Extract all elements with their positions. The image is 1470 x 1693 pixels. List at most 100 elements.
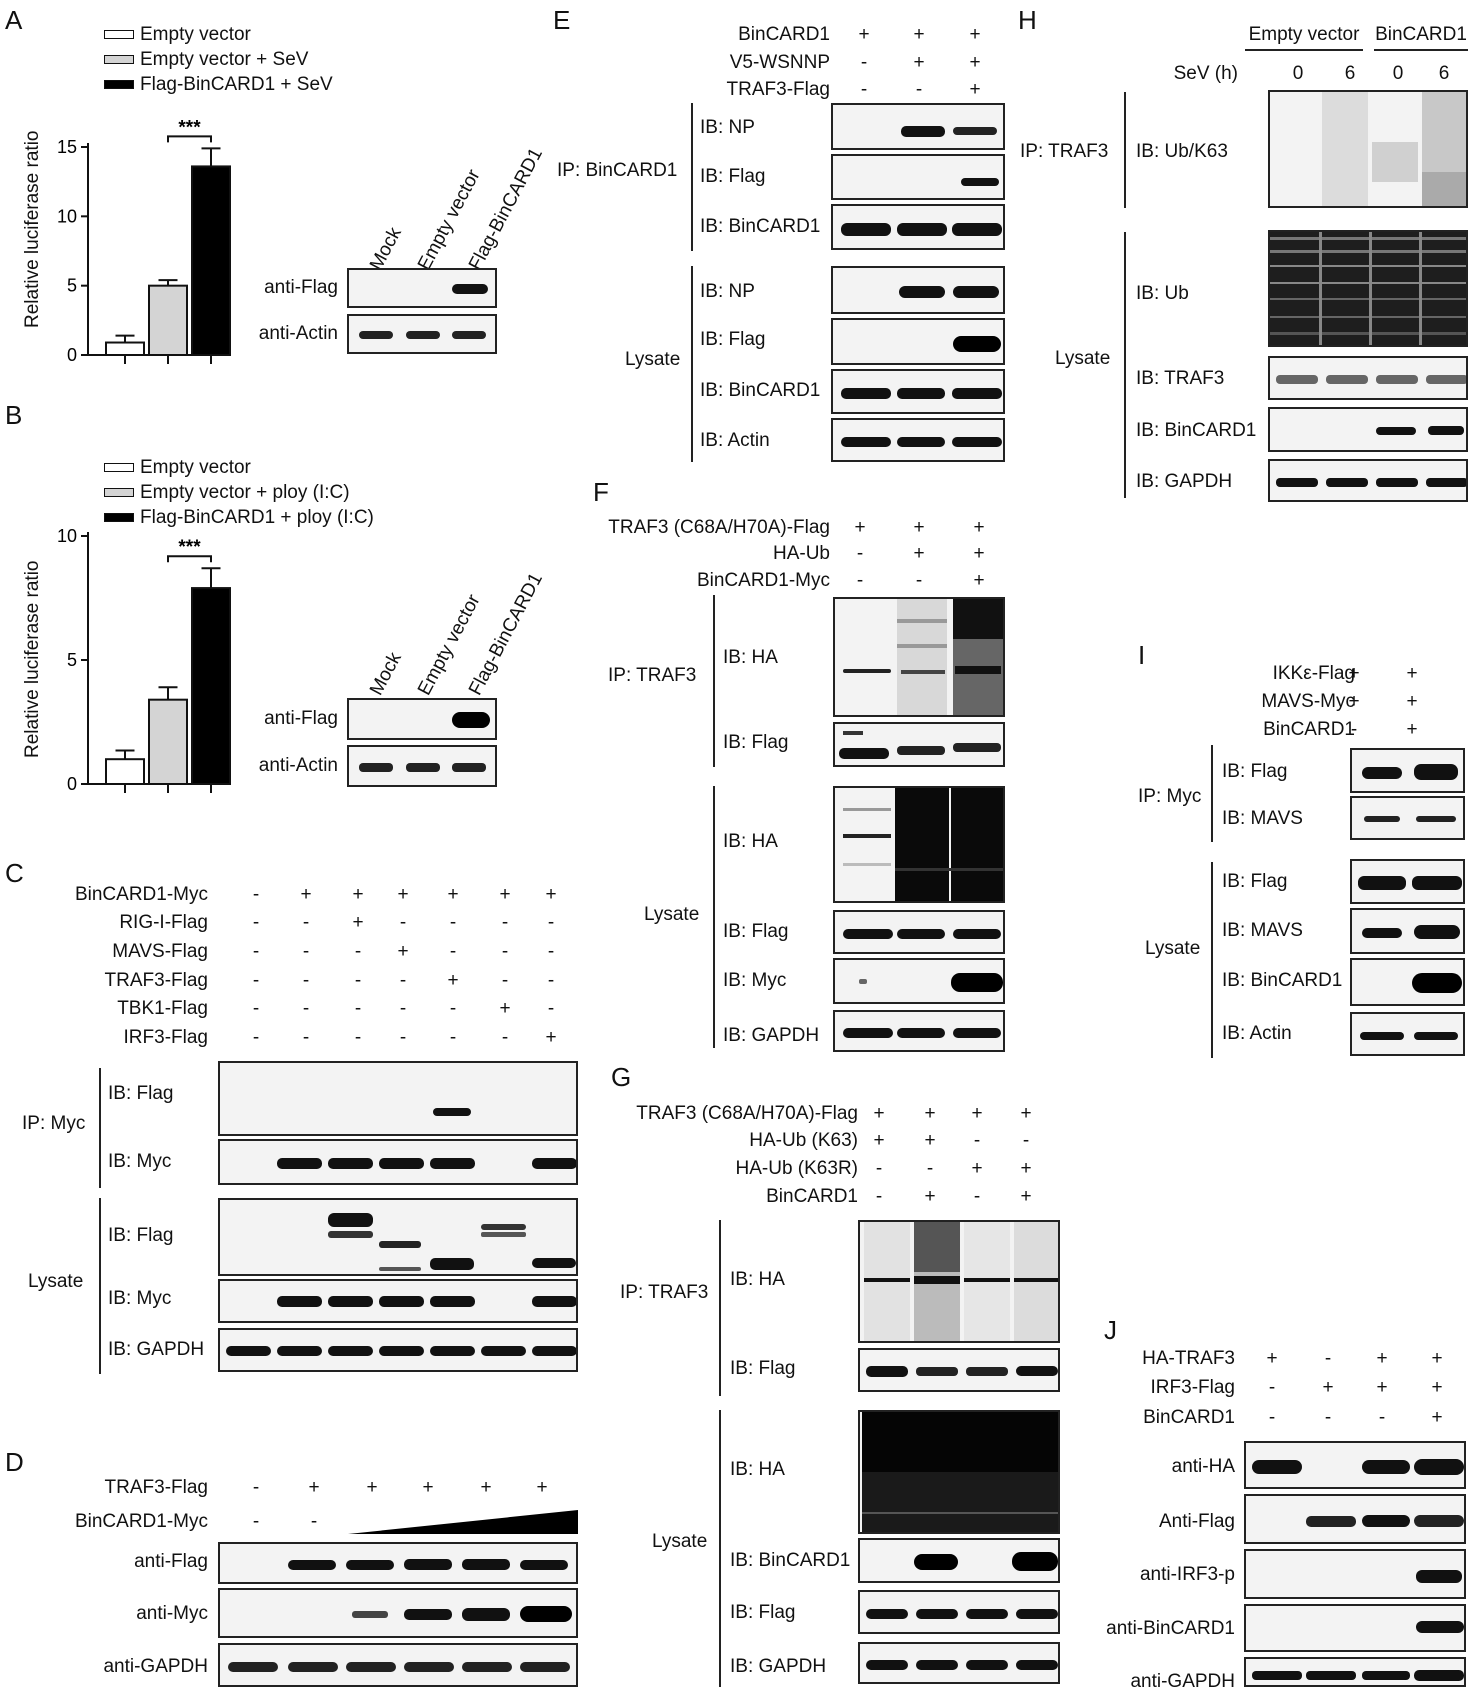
legend-entry: Empty vector (140, 457, 251, 478)
blot-image (218, 1279, 578, 1323)
blot-image (833, 958, 1005, 1004)
condition-sign: - (501, 970, 509, 991)
condition-sign: + (973, 570, 985, 591)
condition-sign: + (447, 884, 459, 905)
condition-sign: + (873, 1103, 885, 1124)
blot-label: IB: MAVS (1222, 808, 1303, 829)
blot-image (858, 1642, 1060, 1684)
condition-label: HA-Ub (K63) (749, 1130, 858, 1151)
blot-label: IB: BinCARD1 (700, 380, 821, 401)
blot-label: IB: HA (723, 831, 778, 852)
condition-sign: + (858, 24, 870, 45)
blot-image (1350, 958, 1465, 1006)
bar (148, 698, 188, 785)
lysate-label: Lysate (1145, 938, 1201, 959)
condition-sign: + (1431, 1377, 1443, 1398)
condition-sign: - (302, 1027, 310, 1048)
blot-image (218, 1328, 578, 1372)
legend-entry: Empty vector + SeV (140, 49, 309, 70)
blot-label: IB: GAPDH (730, 1656, 827, 1677)
blot-image (1350, 796, 1465, 840)
blot-label: anti-Flag (264, 708, 338, 729)
condition-label: TBK1-Flag (117, 998, 208, 1019)
ip-label: IP: TRAF3 (1020, 141, 1109, 162)
condition-sign: - (856, 570, 864, 591)
blot-image (1244, 1657, 1466, 1687)
condition-sign: + (973, 517, 985, 538)
condition-label: BinCARD1 (766, 1186, 858, 1207)
blot-image (218, 1643, 578, 1687)
condition-sign: + (352, 912, 364, 933)
blot-image (831, 369, 1005, 414)
blot-label: IB: Flag (108, 1225, 174, 1246)
blot-image (1350, 1012, 1465, 1056)
blot-image (858, 1590, 1060, 1634)
blot-label: IB: Flag (1222, 761, 1288, 782)
condition-sign: - (547, 941, 555, 962)
condition-sign: + (422, 1477, 434, 1498)
condition-sign: - (860, 52, 868, 73)
panel-label-g: G (611, 1062, 632, 1092)
blot-label: IB: HA (723, 647, 778, 668)
blot-image (833, 910, 1005, 954)
blot-image (347, 314, 497, 354)
blot-label: anti-IRF3-p (1139, 1564, 1235, 1585)
lane-label: Mock (366, 648, 406, 699)
condition-sign: + (499, 998, 511, 1019)
condition-sign: - (449, 1027, 457, 1048)
panel-label-c: C (5, 858, 24, 888)
time-point: 6 (1438, 63, 1450, 84)
blot-label: IB: Actin (700, 430, 770, 451)
condition-label: BinCARD1-Myc (696, 570, 830, 591)
condition-sign: - (399, 998, 407, 1019)
blot-label: IB: Myc (108, 1288, 172, 1309)
blot-label: IB: HA (730, 1459, 785, 1480)
condition-label: RIG-I-Flag (119, 912, 208, 933)
condition-sign: - (310, 1511, 318, 1532)
blot-image (1268, 356, 1468, 400)
blot-label: IB: HA (730, 1269, 785, 1290)
blot-image (218, 1061, 578, 1136)
condition-sign: + (499, 884, 511, 905)
bracket-line (1211, 745, 1213, 842)
y-tick-label: 0 (67, 345, 77, 365)
y-tick-label: 15 (57, 137, 77, 157)
bracket-line (1211, 862, 1213, 1058)
condition-sign: + (1376, 1377, 1388, 1398)
significance-marker: *** (178, 117, 201, 138)
ip-label: IP: BinCARD1 (557, 160, 678, 181)
panel-label-f: F (593, 477, 609, 507)
blot-label: anti-Actin (258, 755, 338, 776)
bar (191, 587, 231, 785)
legend-entry: Flag-BinCARD1 + ploy (I:C) (140, 507, 374, 528)
time-point: 0 (1392, 63, 1404, 84)
condition-sign: - (547, 912, 555, 933)
bracket-line (691, 266, 693, 462)
condition-sign: + (1020, 1186, 1032, 1207)
panel-label-b: B (5, 400, 23, 430)
blot-image (1268, 90, 1468, 208)
condition-sign: + (308, 1477, 320, 1498)
condition-sign: - (875, 1158, 883, 1179)
bracket-line (691, 103, 693, 251)
condition-sign: + (1348, 691, 1360, 712)
condition-sign: - (302, 912, 310, 933)
condition-label: BinCARD1-Myc (74, 884, 208, 905)
legend-entry: Flag-BinCARD1 + SeV (140, 74, 333, 95)
condition-sign: - (252, 884, 260, 905)
condition-label: MAVS-Flag (112, 941, 208, 962)
panel-label-i: I (1138, 640, 1146, 670)
condition-sign: + (397, 884, 409, 905)
ip-label: IP: Myc (1138, 786, 1202, 807)
bar-chart: 0 5 10 *** (57, 526, 231, 794)
blot-label: IB: Flag (723, 921, 789, 942)
legend-swatch (104, 80, 134, 89)
blot-image (831, 418, 1005, 462)
blot-label: anti-Actin (258, 323, 338, 344)
blot-label: IB: Flag (730, 1602, 796, 1623)
bracket-line (1124, 92, 1126, 208)
condition-sign: - (501, 912, 509, 933)
blot-label: IB: BinCARD1 (1136, 420, 1257, 441)
condition-sign: + (969, 24, 981, 45)
blot-image (1268, 459, 1468, 502)
